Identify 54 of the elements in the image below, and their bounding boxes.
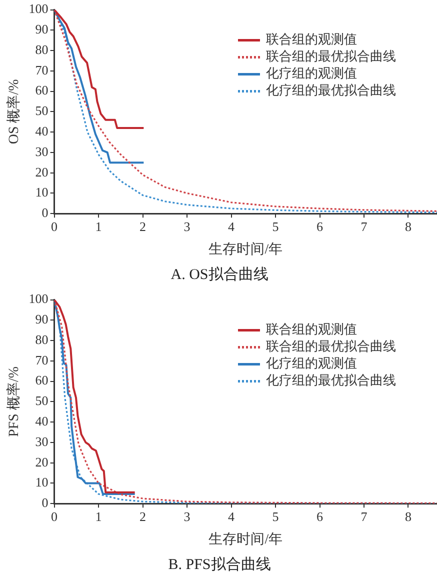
x-tick-label: 3 (184, 508, 190, 524)
y-tick-label: 0 (42, 205, 48, 220)
y-axis-title: PFS 概率/% (6, 366, 22, 437)
y-tick-label: 80 (35, 332, 48, 347)
x-tick-label: 2 (140, 508, 146, 524)
y-tick-label: 100 (28, 1, 48, 16)
legend-label: 联合组的观测值 (266, 322, 357, 337)
y-axis-title: OS 概率/% (6, 78, 22, 144)
y-tick-label: 40 (35, 124, 48, 138)
y-tick-label: 70 (35, 352, 48, 368)
y-tick-label: 90 (35, 22, 48, 37)
x-tick-label: 1 (95, 508, 102, 524)
y-tick-label: 80 (35, 42, 48, 57)
x-tick-label: 0 (51, 218, 58, 234)
x-tick-label: 5 (272, 508, 279, 524)
x-tick-label: 7 (360, 508, 368, 524)
x-tick-label: 1 (95, 218, 102, 234)
x-tick-label: 4 (228, 508, 236, 524)
x-tick-label: 3 (184, 218, 190, 234)
y-tick-label: 60 (35, 82, 48, 98)
x-tick-label: 8 (404, 508, 412, 524)
legend-label: 化疗组的观测值 (266, 356, 357, 371)
x-tick-label: 7 (360, 218, 368, 234)
text: B. PFS拟合曲线 (168, 556, 271, 573)
x-tick-label: 6 (316, 218, 324, 234)
x-tick-label: 2 (140, 218, 146, 234)
legend-label: 联合组的最优拟合曲线 (266, 338, 396, 354)
y-tick-label: 50 (35, 393, 48, 408)
y-tick-label: 20 (35, 164, 48, 180)
y-tick-label: 10 (35, 474, 48, 490)
legend-label: 化疗组的最优拟合曲线 (266, 372, 396, 388)
x-tick-label: 0 (51, 508, 58, 524)
legend-label: 联合组的最优拟合曲线 (266, 48, 396, 64)
legend-label: 化疗组的最优拟合曲线 (266, 82, 396, 98)
x-tick-label: 6 (316, 508, 324, 524)
x-tick-label: 8 (404, 218, 412, 234)
y-tick-label: 30 (35, 144, 48, 159)
legend-label: 化疗组的观测值 (266, 66, 357, 81)
y-tick-label: 10 (35, 184, 48, 200)
text: A. OS拟合曲线 (170, 266, 268, 283)
y-tick-label: 0 (42, 495, 48, 510)
y-tick-label: 50 (35, 103, 48, 118)
legend-label: 联合组的观测值 (266, 32, 357, 47)
x-tick-label: 4 (228, 218, 236, 234)
y-tick-label: 20 (35, 454, 48, 470)
y-tick-label: 40 (35, 414, 48, 428)
y-tick-label: 60 (35, 372, 48, 388)
x-tick-label: 5 (272, 218, 279, 234)
y-tick-label: 30 (35, 434, 48, 449)
y-tick-label: 90 (35, 312, 48, 327)
y-tick-label: 70 (35, 62, 48, 78)
x-axis-title: 生存时间/年 (208, 531, 283, 548)
y-tick-label: 100 (28, 291, 48, 306)
x-axis-title: 生存时间/年 (208, 241, 283, 258)
